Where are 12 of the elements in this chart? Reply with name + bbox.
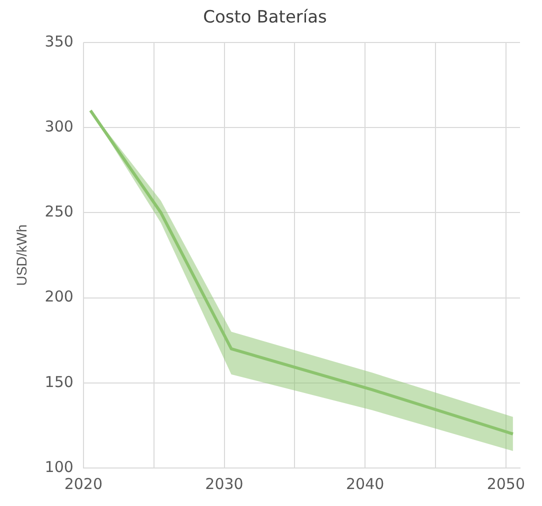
y-tick-label: 100 xyxy=(44,458,74,476)
y-tick-label: 150 xyxy=(44,372,74,391)
x-tick-label: 2050 xyxy=(486,474,526,493)
y-tick-label: 350 xyxy=(44,32,74,50)
chart-title: Costo Baterías xyxy=(203,8,328,28)
y-axis-title: USD/kWh xyxy=(13,224,30,286)
y-tick-label: 300 xyxy=(44,117,74,136)
y-tick-label: 200 xyxy=(44,288,74,306)
y-tick-label: 250 xyxy=(44,202,74,221)
x-tick-label: 2020 xyxy=(64,474,103,493)
x-tick-label: 2040 xyxy=(346,474,384,493)
x-tick-label: 2030 xyxy=(205,474,244,493)
